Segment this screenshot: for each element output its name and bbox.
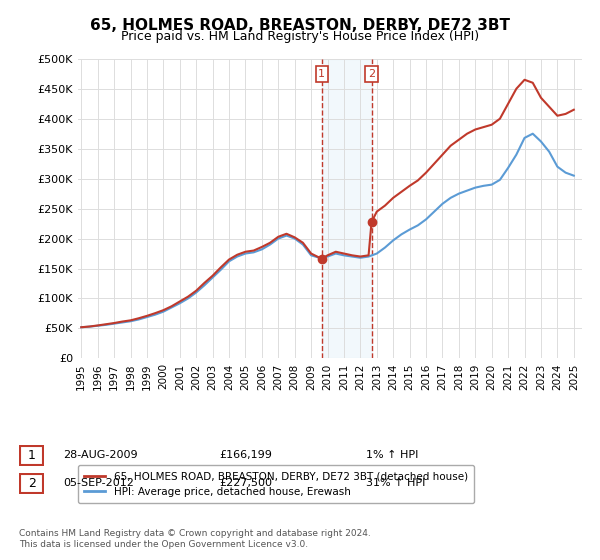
Text: 65, HOLMES ROAD, BREASTON, DERBY, DE72 3BT: 65, HOLMES ROAD, BREASTON, DERBY, DE72 3… <box>90 18 510 33</box>
Text: 2: 2 <box>368 69 375 79</box>
Text: Price paid vs. HM Land Registry's House Price Index (HPI): Price paid vs. HM Land Registry's House … <box>121 30 479 43</box>
Legend: 65, HOLMES ROAD, BREASTON, DERBY, DE72 3BT (detached house), HPI: Average price,: 65, HOLMES ROAD, BREASTON, DERBY, DE72 3… <box>78 465 474 503</box>
FancyBboxPatch shape <box>20 474 43 493</box>
Text: Contains HM Land Registry data © Crown copyright and database right 2024.
This d: Contains HM Land Registry data © Crown c… <box>19 529 371 549</box>
Text: £166,199: £166,199 <box>219 450 272 460</box>
Text: 31% ↑ HPI: 31% ↑ HPI <box>366 478 425 488</box>
Bar <box>322 59 371 358</box>
Text: 1: 1 <box>28 449 36 462</box>
Text: 1% ↑ HPI: 1% ↑ HPI <box>366 450 418 460</box>
Text: 05-SEP-2012: 05-SEP-2012 <box>63 478 134 488</box>
Text: 2: 2 <box>28 477 36 490</box>
Text: £227,500: £227,500 <box>219 478 272 488</box>
FancyBboxPatch shape <box>20 446 43 465</box>
Text: 1: 1 <box>318 69 325 79</box>
Text: 28-AUG-2009: 28-AUG-2009 <box>63 450 137 460</box>
